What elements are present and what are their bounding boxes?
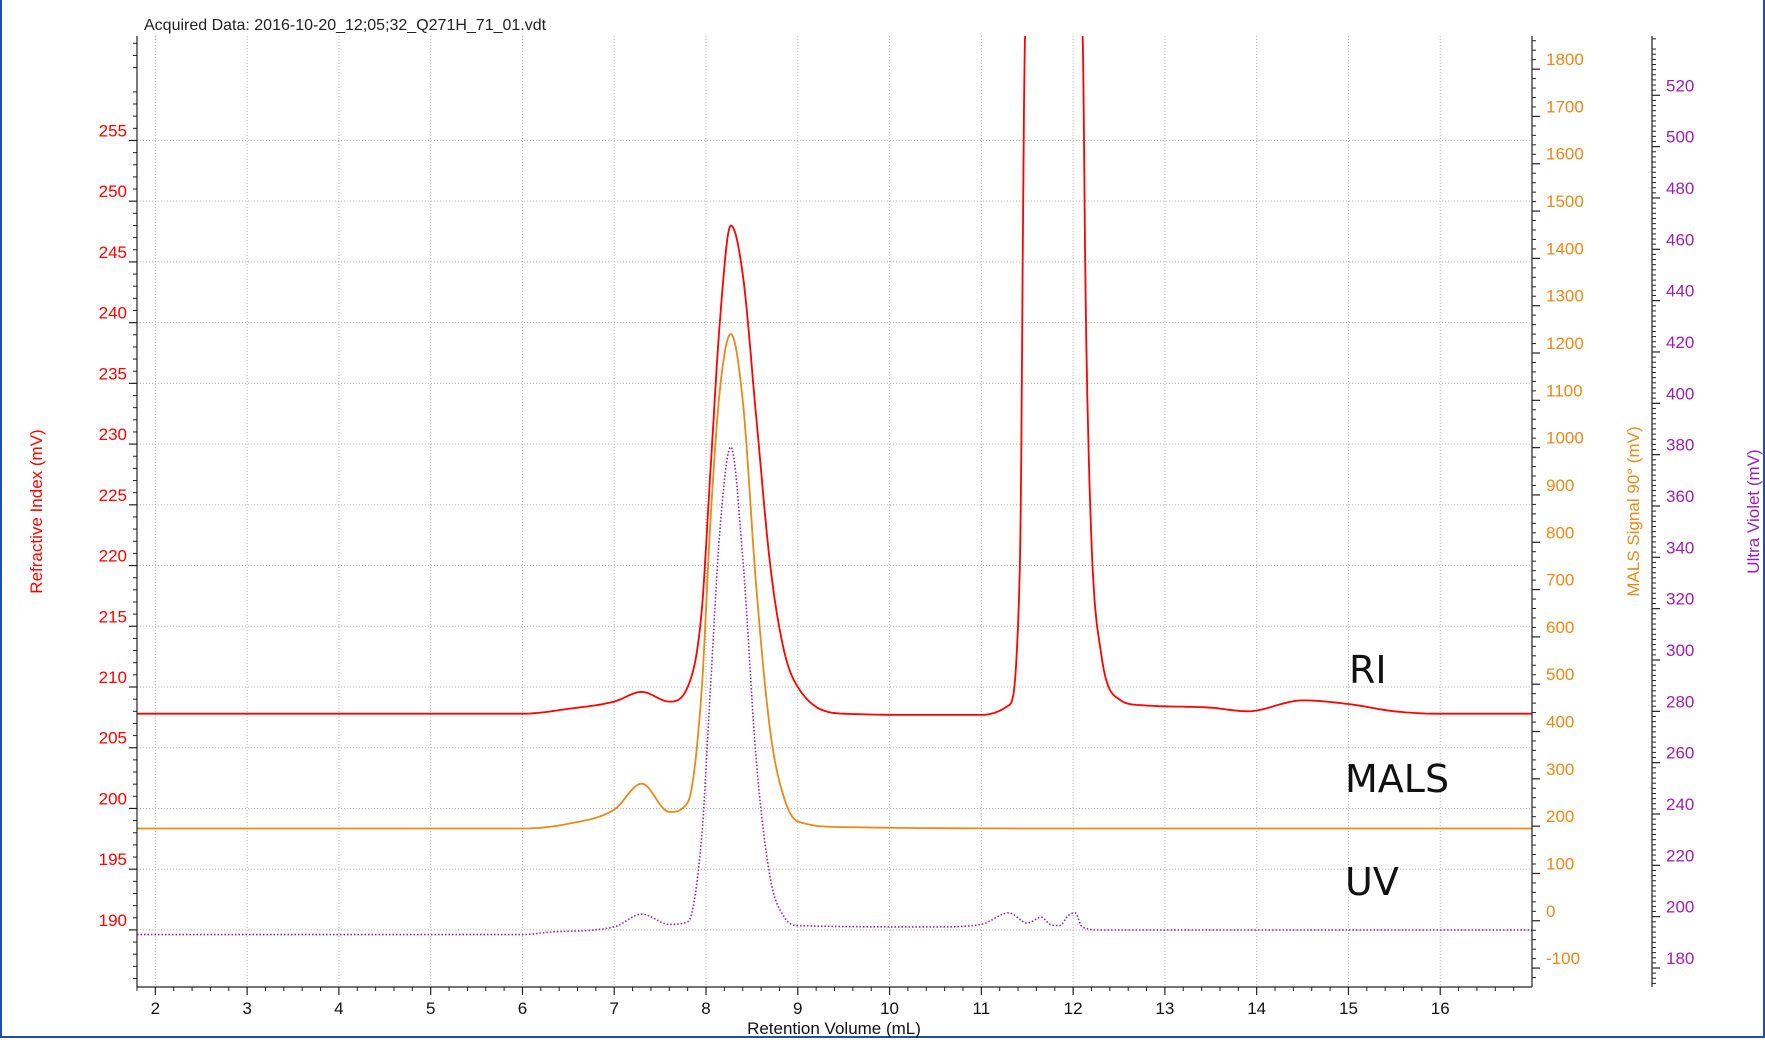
ri-tick-label: 245 xyxy=(99,243,127,262)
x-tick-label: 5 xyxy=(426,999,435,1018)
mals-tick-label: 400 xyxy=(1546,713,1574,732)
mals-annotation: MALS xyxy=(1345,757,1449,801)
x-tick-label: 7 xyxy=(610,999,619,1018)
uv-annotation: UV xyxy=(1345,860,1399,904)
mals-tick-label: 1100 xyxy=(1546,381,1583,400)
x-tick-label: 10 xyxy=(880,999,899,1018)
uv-tick-label: 240 xyxy=(1666,795,1694,814)
uv-tick-label: 520 xyxy=(1666,76,1694,95)
ri-tick-label: 250 xyxy=(99,182,127,201)
plot-area xyxy=(137,36,1532,987)
series-mals-line xyxy=(137,333,1532,830)
ri-tick-label: 235 xyxy=(99,364,127,383)
uv-tick-label: 440 xyxy=(1666,282,1694,301)
x-axis-title: Retention Volume (mL) xyxy=(747,1019,921,1038)
ri-tick-label: 225 xyxy=(99,486,127,505)
uv-tick-label: 280 xyxy=(1666,692,1694,711)
mals-tick-label: 700 xyxy=(1546,571,1574,590)
mals-tick-label: 600 xyxy=(1546,618,1574,637)
mals-tick-label: 100 xyxy=(1546,854,1574,873)
ri-tick-label: 220 xyxy=(99,547,127,566)
x-tick-label: 12 xyxy=(1064,999,1083,1018)
x-tick-label: 9 xyxy=(793,999,802,1018)
mals-tick-label: 1400 xyxy=(1546,239,1584,258)
mals-tick-label: 1500 xyxy=(1546,192,1584,211)
x-tick-label: 14 xyxy=(1247,999,1266,1018)
series-layer xyxy=(137,36,1532,936)
x-tick-label: 15 xyxy=(1339,999,1358,1018)
series-uv-line xyxy=(137,446,1532,936)
uv-tick-label: 220 xyxy=(1666,846,1694,865)
x-tick-label: 16 xyxy=(1431,999,1450,1018)
uv-tick-label: 180 xyxy=(1666,949,1694,968)
mals-tick-label: 500 xyxy=(1546,665,1574,684)
x-tick-label: 8 xyxy=(701,999,710,1018)
uv-tick-label: 300 xyxy=(1666,641,1694,660)
uv-tick-label: 380 xyxy=(1666,436,1694,455)
mals-tick-label: 0 xyxy=(1546,902,1555,921)
ri-tick-label: 205 xyxy=(99,729,127,748)
uv-tick-label: 480 xyxy=(1666,179,1694,198)
x-tick-label: 11 xyxy=(973,999,991,1018)
ri-tick-label: 240 xyxy=(99,304,127,323)
uv-tick-label: 400 xyxy=(1666,384,1694,403)
mals-tick-label: 1000 xyxy=(1546,429,1584,448)
x-tick-label: 6 xyxy=(518,999,527,1018)
mals-tick-label: 1600 xyxy=(1546,145,1584,164)
mals-tick-label: 1200 xyxy=(1546,334,1584,353)
acquired-data-label: Acquired Data: 2016-10-20_12;05;32_Q271H… xyxy=(144,17,547,34)
mals-tick-label: 300 xyxy=(1546,760,1574,779)
uv-tick-label: 500 xyxy=(1666,128,1694,147)
mals-tick-label: -100 xyxy=(1546,949,1580,968)
ri-tick-label: 215 xyxy=(99,607,127,626)
ri-tick-label: 190 xyxy=(99,911,127,930)
uv-tick-label: 320 xyxy=(1666,590,1694,609)
uv-axis-title: Ultra Violet (mV) xyxy=(1744,449,1763,573)
ri-tick-label: 230 xyxy=(99,425,127,444)
uv-tick-label: 420 xyxy=(1666,333,1694,352)
mals-tick-label: 200 xyxy=(1546,807,1574,826)
uv-tick-label: 360 xyxy=(1666,487,1694,506)
ri-tick-label: 200 xyxy=(99,789,127,808)
x-tick-label: 13 xyxy=(1155,999,1174,1018)
ri-tick-label: 210 xyxy=(99,668,127,687)
axes: 2 3 4 5 6 7 8 9 10 11 12 13 14 15 16 190 195 200 205 210 215… xyxy=(99,36,1694,1018)
uv-tick-label: 260 xyxy=(1666,744,1694,763)
ri-tick-label: 255 xyxy=(99,121,127,140)
mals-tick-label: 800 xyxy=(1546,523,1574,542)
mals-tick-label: 900 xyxy=(1546,476,1574,495)
x-tick-label: 4 xyxy=(334,999,343,1018)
series-ri-line xyxy=(137,36,1532,716)
x-tick-label: 2 xyxy=(151,999,160,1018)
uv-tick-label: 200 xyxy=(1666,898,1694,917)
uv-tick-label: 460 xyxy=(1666,230,1694,249)
ri-annotation: RI xyxy=(1349,648,1387,692)
mals-tick-label: 1300 xyxy=(1546,287,1584,306)
ri-tick-label: 195 xyxy=(99,850,127,869)
mals-axis-title: MALS Signal 90° (mV) xyxy=(1624,426,1643,596)
mals-tick-label: 1700 xyxy=(1546,97,1584,116)
mals-tick-label: 1800 xyxy=(1546,50,1584,69)
ri-axis-title: Refractive Index (mV) xyxy=(27,429,46,593)
x-tick-label: 3 xyxy=(242,999,251,1018)
uv-tick-label: 340 xyxy=(1666,538,1694,557)
